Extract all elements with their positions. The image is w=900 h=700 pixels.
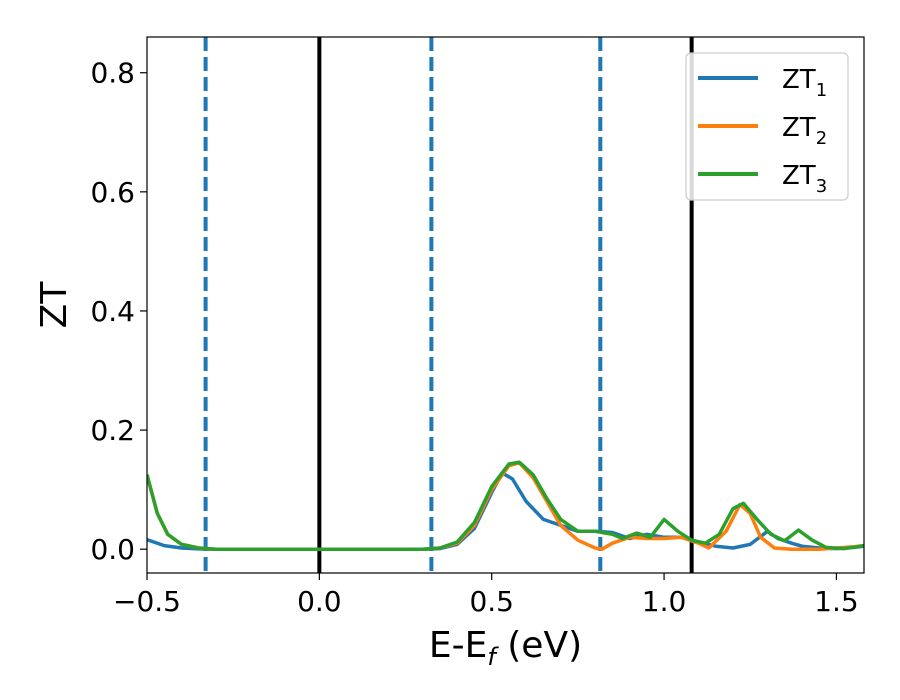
x-axis-title-suffix: (eV): [496, 625, 582, 666]
y-tick-label: 0.2: [90, 414, 135, 447]
y-tick-label: 0.6: [90, 176, 135, 209]
x-tick-label: 0.5: [469, 585, 514, 618]
vertical-reference-lines: [203, 37, 694, 573]
series-line-zt1: [147, 471, 864, 551]
x-tick-label: 1.0: [642, 585, 687, 618]
series-line-zt3: [147, 460, 864, 551]
y-tick-label: 0.0: [90, 533, 135, 566]
y-axis-ticks: 0.0 0.2 0.4 0.6 0.8: [90, 57, 147, 566]
plot-frame: [146, 36, 865, 574]
legend-label-zt3: ZT3: [782, 161, 827, 197]
legend-label-zt1: ZT1: [782, 65, 827, 101]
y-tick-label: 0.8: [90, 57, 135, 90]
x-tick-label: 0.0: [297, 585, 342, 618]
x-tick-label: −0.5: [113, 585, 181, 618]
series-layer: [147, 460, 864, 551]
y-axis-title: ZT: [34, 281, 75, 329]
x-axis-ticks: −0.5 0.0 0.5 1.0 1.5: [113, 573, 859, 618]
legend-box: [685, 52, 849, 201]
x-tick-label: 1.5: [814, 585, 859, 618]
legend-label-zt2: ZT2: [782, 113, 827, 149]
x-axis-title: E-Ef (eV): [429, 625, 582, 671]
y-tick-label: 0.4: [90, 295, 135, 328]
x-axis-title-main: E-E: [429, 625, 487, 666]
legend: ZT1 ZT2 ZT3: [685, 52, 849, 201]
